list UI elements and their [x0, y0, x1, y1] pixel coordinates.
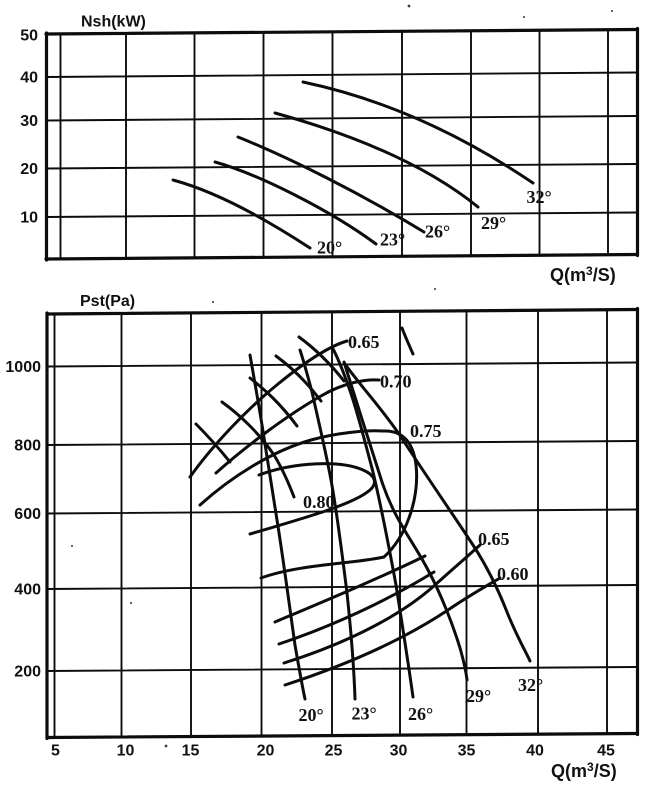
svg-text:400: 400 — [14, 582, 41, 599]
svg-text:15: 15 — [182, 743, 200, 760]
svg-text:40: 40 — [526, 743, 544, 760]
svg-text:0.65: 0.65 — [348, 332, 380, 352]
svg-text:0.70: 0.70 — [380, 372, 412, 392]
svg-text:Nsh(kW): Nsh(kW) — [81, 14, 146, 31]
svg-text:600: 600 — [14, 506, 41, 523]
svg-text:45: 45 — [597, 743, 615, 760]
svg-text:23°: 23° — [380, 230, 405, 250]
svg-text:35: 35 — [458, 743, 476, 760]
svg-text:0.75: 0.75 — [410, 421, 442, 441]
svg-text:Q(m3/S): Q(m3/S) — [551, 760, 617, 781]
svg-text:1000: 1000 — [5, 359, 41, 376]
svg-text:29°: 29° — [481, 213, 506, 233]
svg-text:23°: 23° — [352, 704, 377, 724]
svg-text:30: 30 — [20, 113, 38, 130]
svg-text:0.60: 0.60 — [497, 564, 529, 584]
svg-text:32°: 32° — [518, 675, 543, 695]
svg-text:20: 20 — [20, 161, 38, 178]
svg-text:10: 10 — [117, 743, 135, 760]
svg-text:26°: 26° — [425, 222, 450, 242]
svg-text:30: 30 — [390, 743, 408, 760]
svg-text:0.80: 0.80 — [303, 492, 335, 512]
svg-text:800: 800 — [14, 438, 41, 455]
svg-text:25: 25 — [325, 743, 343, 760]
svg-text:20°: 20° — [299, 705, 324, 725]
svg-text:0.65: 0.65 — [478, 529, 510, 549]
svg-text:32°: 32° — [527, 187, 552, 207]
svg-text:20°: 20° — [317, 238, 342, 258]
svg-text:Q(m3/S): Q(m3/S) — [550, 264, 616, 285]
svg-text:40: 40 — [20, 70, 38, 87]
svg-text:5: 5 — [51, 743, 60, 760]
svg-text:Pst(Pa): Pst(Pa) — [80, 293, 135, 310]
svg-text:20: 20 — [257, 743, 275, 760]
svg-text:200: 200 — [14, 664, 41, 681]
svg-text:10: 10 — [20, 210, 38, 227]
svg-text:29°: 29° — [466, 686, 491, 706]
svg-text:50: 50 — [20, 28, 38, 45]
svg-text:26°: 26° — [408, 704, 433, 724]
